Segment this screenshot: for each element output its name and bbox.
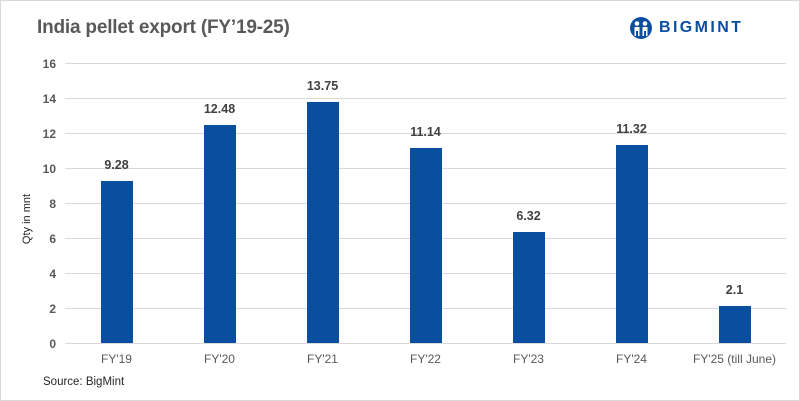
- bigmint-people-icon: [630, 17, 652, 39]
- bar: [306, 102, 339, 343]
- y-tick-label: 0: [49, 337, 56, 351]
- bar-value-label: 12.48: [203, 101, 236, 116]
- bigmint-logo: BIGMINT: [629, 16, 743, 40]
- x-tick-label: FY'24: [616, 352, 647, 366]
- y-tick-label: 2: [49, 302, 56, 316]
- y-tick-label: 4: [49, 267, 56, 281]
- x-tick-label: FY'20: [204, 352, 235, 366]
- y-tick-label: 14: [42, 92, 56, 106]
- bar-value-label: 2.1: [725, 283, 744, 298]
- bar: [203, 124, 236, 343]
- y-tick-label: 12: [42, 127, 56, 141]
- y-tick-label: 8: [49, 197, 56, 211]
- bar-value-label: 11.32: [616, 121, 647, 136]
- x-tick-label: FY'22: [410, 352, 441, 366]
- y-tick-label: 16: [42, 57, 56, 71]
- bar-value-label: 11.14: [410, 125, 441, 140]
- bar: [100, 180, 133, 343]
- gridline: [65, 63, 786, 64]
- bar-value-label: 13.75: [306, 79, 339, 94]
- gridline: [65, 343, 786, 344]
- gridline: [65, 98, 786, 99]
- bar-value-label: 9.28: [104, 157, 129, 172]
- x-tick-label: FY'21: [307, 352, 338, 366]
- x-tick-label: FY'19: [101, 352, 132, 366]
- x-tick-label: FY'25 (till June): [693, 352, 776, 366]
- bar: [512, 232, 545, 343]
- bar: [615, 144, 648, 343]
- brand-name: BIGMINT: [659, 19, 744, 36]
- source-note: Source: BigMint: [43, 376, 125, 388]
- y-tick-label: 6: [49, 232, 56, 246]
- y-tick-label: 10: [42, 162, 56, 176]
- gridline: [65, 133, 786, 134]
- bar: [409, 148, 442, 343]
- bar-value-label: 6.32: [516, 209, 541, 224]
- bar: [718, 306, 751, 343]
- x-tick-label: FY'23: [513, 352, 544, 366]
- chart-title: India pellet export (FY’19-25): [37, 17, 290, 38]
